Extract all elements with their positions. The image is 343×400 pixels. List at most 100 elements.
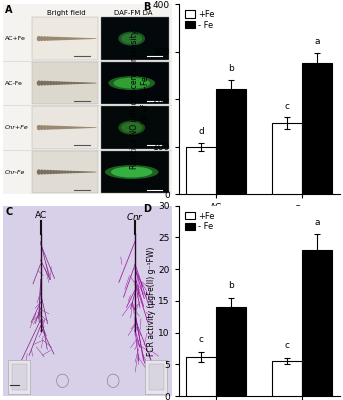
Ellipse shape <box>86 82 91 84</box>
Ellipse shape <box>93 83 97 84</box>
Ellipse shape <box>72 82 76 84</box>
Ellipse shape <box>90 127 94 128</box>
Text: AC: AC <box>34 212 47 220</box>
Ellipse shape <box>124 35 139 42</box>
Ellipse shape <box>75 82 79 84</box>
Ellipse shape <box>86 127 91 128</box>
Ellipse shape <box>78 126 82 128</box>
Ellipse shape <box>43 125 47 130</box>
Text: Cnr+Fe: Cnr+Fe <box>5 125 29 130</box>
Ellipse shape <box>43 81 47 86</box>
Ellipse shape <box>72 126 76 129</box>
Ellipse shape <box>63 126 67 129</box>
Ellipse shape <box>40 36 44 41</box>
Bar <box>216 89 246 194</box>
Bar <box>12 364 27 390</box>
Bar <box>302 250 332 396</box>
Bar <box>101 106 169 149</box>
Ellipse shape <box>93 127 97 128</box>
Ellipse shape <box>57 126 61 129</box>
Ellipse shape <box>121 33 142 44</box>
Ellipse shape <box>72 37 76 40</box>
Ellipse shape <box>57 81 61 85</box>
Bar <box>32 62 98 104</box>
Ellipse shape <box>60 37 64 40</box>
Ellipse shape <box>69 171 73 173</box>
Ellipse shape <box>66 82 70 84</box>
Ellipse shape <box>54 170 59 174</box>
Bar <box>101 62 169 104</box>
Ellipse shape <box>40 80 44 86</box>
Ellipse shape <box>48 81 53 85</box>
Text: d: d <box>198 127 204 136</box>
Ellipse shape <box>63 82 67 85</box>
Bar <box>216 307 246 396</box>
Ellipse shape <box>78 171 82 173</box>
Ellipse shape <box>90 82 94 84</box>
Ellipse shape <box>84 82 88 84</box>
Bar <box>302 64 332 194</box>
Ellipse shape <box>46 170 50 174</box>
Ellipse shape <box>54 81 59 85</box>
Ellipse shape <box>111 167 153 178</box>
Ellipse shape <box>40 125 44 130</box>
Ellipse shape <box>69 126 73 129</box>
Ellipse shape <box>46 36 50 41</box>
Bar <box>149 364 164 390</box>
Text: A: A <box>5 5 13 15</box>
Text: Bright field: Bright field <box>47 10 85 16</box>
Ellipse shape <box>93 38 97 39</box>
Ellipse shape <box>118 32 145 46</box>
Ellipse shape <box>51 36 56 41</box>
Text: c: c <box>285 102 289 110</box>
Ellipse shape <box>37 169 41 175</box>
Ellipse shape <box>66 37 70 40</box>
Ellipse shape <box>124 124 139 132</box>
Y-axis label: Relative NO influorescence intensity
(% of AC+Fe): Relative NO influorescence intensity (% … <box>130 30 150 169</box>
Ellipse shape <box>90 38 94 39</box>
Ellipse shape <box>51 81 56 85</box>
Bar <box>32 106 98 149</box>
Ellipse shape <box>84 127 88 128</box>
Ellipse shape <box>84 38 88 39</box>
Text: Cnr-Fe: Cnr-Fe <box>5 170 25 174</box>
Bar <box>186 147 216 194</box>
Text: $\mathit{Cnr}$: $\mathit{Cnr}$ <box>126 212 144 222</box>
Text: AC+Fe: AC+Fe <box>5 36 26 41</box>
Text: C: C <box>5 207 12 217</box>
Ellipse shape <box>63 170 67 174</box>
Ellipse shape <box>43 170 47 174</box>
Ellipse shape <box>54 37 59 40</box>
Ellipse shape <box>51 126 56 130</box>
Ellipse shape <box>117 168 146 176</box>
Bar <box>9 360 31 394</box>
Ellipse shape <box>81 82 85 84</box>
Ellipse shape <box>66 126 70 129</box>
Y-axis label: FCR activity (μgFe(II) g⁻¹FW): FCR activity (μgFe(II) g⁻¹FW) <box>146 246 155 356</box>
Ellipse shape <box>51 170 56 174</box>
Ellipse shape <box>40 170 44 174</box>
Ellipse shape <box>66 170 70 174</box>
Bar <box>272 361 302 396</box>
Ellipse shape <box>118 120 145 134</box>
Ellipse shape <box>105 165 158 179</box>
Ellipse shape <box>121 122 142 133</box>
Text: b: b <box>228 281 234 290</box>
Ellipse shape <box>60 126 64 129</box>
Ellipse shape <box>37 36 41 41</box>
Ellipse shape <box>119 79 145 87</box>
Text: a: a <box>315 218 320 227</box>
Ellipse shape <box>81 127 85 128</box>
Ellipse shape <box>78 82 82 84</box>
Text: B: B <box>143 2 151 12</box>
Ellipse shape <box>46 125 50 130</box>
Ellipse shape <box>48 125 53 130</box>
Ellipse shape <box>57 170 61 174</box>
Ellipse shape <box>75 171 79 173</box>
Ellipse shape <box>72 171 76 173</box>
Bar <box>145 360 167 394</box>
Legend: +Fe, - Fe: +Fe, - Fe <box>183 210 216 233</box>
Text: c: c <box>285 341 289 350</box>
Ellipse shape <box>69 37 73 40</box>
Bar <box>272 123 302 194</box>
